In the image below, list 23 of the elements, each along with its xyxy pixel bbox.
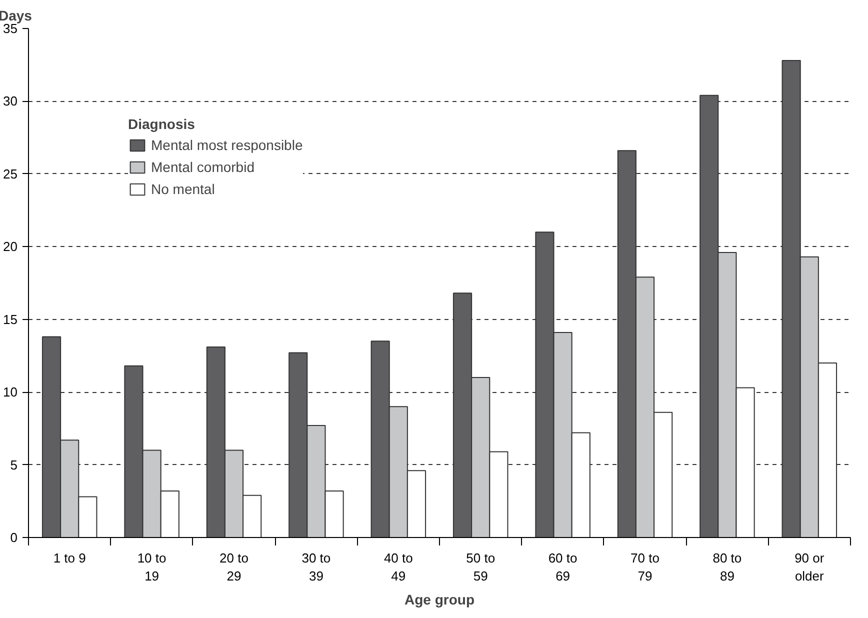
y-tick-label: 25	[3, 166, 18, 182]
y-tick-label: 0	[10, 530, 18, 545]
x-tick-label: 70 to 79	[630, 550, 660, 584]
legend-label: Mental comorbid	[151, 159, 254, 175]
legend-label: No mental	[151, 181, 215, 197]
y-tick-label: 30	[3, 94, 18, 109]
x-tick-label: 80 to 89	[712, 550, 742, 584]
y-tick-label: 20	[3, 239, 18, 254]
y-tick-label: 5	[10, 457, 18, 472]
legend-label: Mental most responsible	[151, 137, 303, 153]
x-tick-label: 50 to 59	[466, 550, 496, 584]
x-tick-label: 30 to 39	[302, 550, 331, 584]
x-tick-label: 10 to 19	[137, 550, 166, 584]
y-tick-label: 35	[3, 21, 18, 36]
x-tick-label: 90 or older	[794, 550, 825, 584]
y-tick-label: 15	[3, 312, 18, 327]
x-tick-label: 40 to 49	[384, 550, 413, 584]
x-tick-label: 60 to 69	[548, 550, 578, 584]
y-tick-label: 10	[3, 384, 18, 400]
x-tick-label: 1 to 9	[53, 550, 86, 566]
x-tick-label: 20 to 29	[220, 550, 248, 584]
legend-title: Diagnosis	[128, 116, 196, 132]
x-axis-title: Age group	[404, 592, 475, 608]
